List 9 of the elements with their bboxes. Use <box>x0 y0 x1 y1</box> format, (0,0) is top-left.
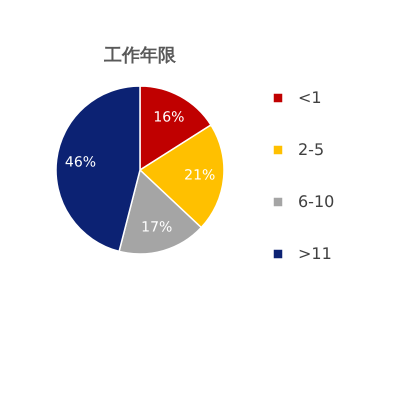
legend-label: 2-5 <box>298 140 324 159</box>
legend-label: 6-10 <box>298 192 334 211</box>
legend-label: <1 <box>298 88 322 107</box>
data-label: 16% <box>153 109 184 126</box>
data-label: 46% <box>64 154 96 170</box>
legend-label: >11 <box>298 244 332 263</box>
data-label: 17% <box>141 220 172 236</box>
chart-title: 工作年限 <box>103 45 177 66</box>
data-label: 21% <box>184 168 216 184</box>
